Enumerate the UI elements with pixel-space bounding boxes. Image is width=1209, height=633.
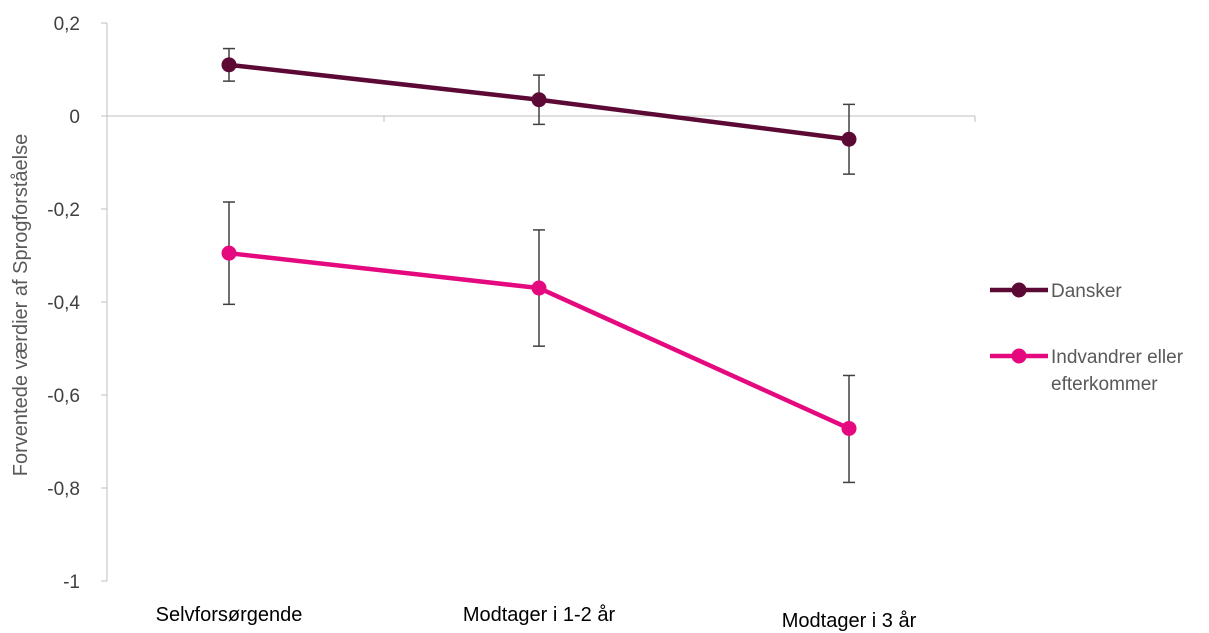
- y-tick-label: 0,2: [54, 14, 80, 35]
- tick-labels: 0,2 0 -0,2 -0,4 -0,6 -0,8 -1 Selvforsørgende Mod…: [47, 14, 916, 632]
- x-category-label: Modtager i 3 år: [782, 610, 917, 632]
- y-axis-title: Forventede værdier af Sprogforståelse: [10, 134, 32, 476]
- data-point: [531, 92, 547, 108]
- legend-label: Dansker: [1051, 281, 1122, 302]
- y-tick-label: -0,2: [47, 200, 80, 221]
- x-category-label: Modtager i 1-2 år: [463, 604, 616, 626]
- data-points: [221, 57, 857, 436]
- x-category-label: Selvforsørgende: [156, 604, 303, 626]
- data-point: [221, 57, 237, 73]
- y-tick-label: -1: [63, 572, 80, 593]
- axes: [101, 22, 976, 582]
- legend-label: Indvandrer eller: [1051, 347, 1184, 368]
- data-point: [221, 245, 237, 261]
- data-point: [841, 420, 857, 436]
- data-point: [531, 280, 547, 296]
- y-tick-label: -0,4: [47, 293, 80, 314]
- legend: Dansker Indvandrer eller efterkommer: [990, 281, 1184, 395]
- y-tick-label: 0: [69, 107, 80, 128]
- data-point: [841, 131, 857, 147]
- y-tick-label: -0,8: [47, 479, 80, 500]
- y-tick-label: -0,6: [47, 386, 80, 407]
- error-bars: [223, 47, 855, 484]
- legend-swatch-marker: [1011, 282, 1027, 298]
- legend-swatch-marker: [1011, 348, 1027, 364]
- legend-label: efterkommer: [1051, 374, 1158, 395]
